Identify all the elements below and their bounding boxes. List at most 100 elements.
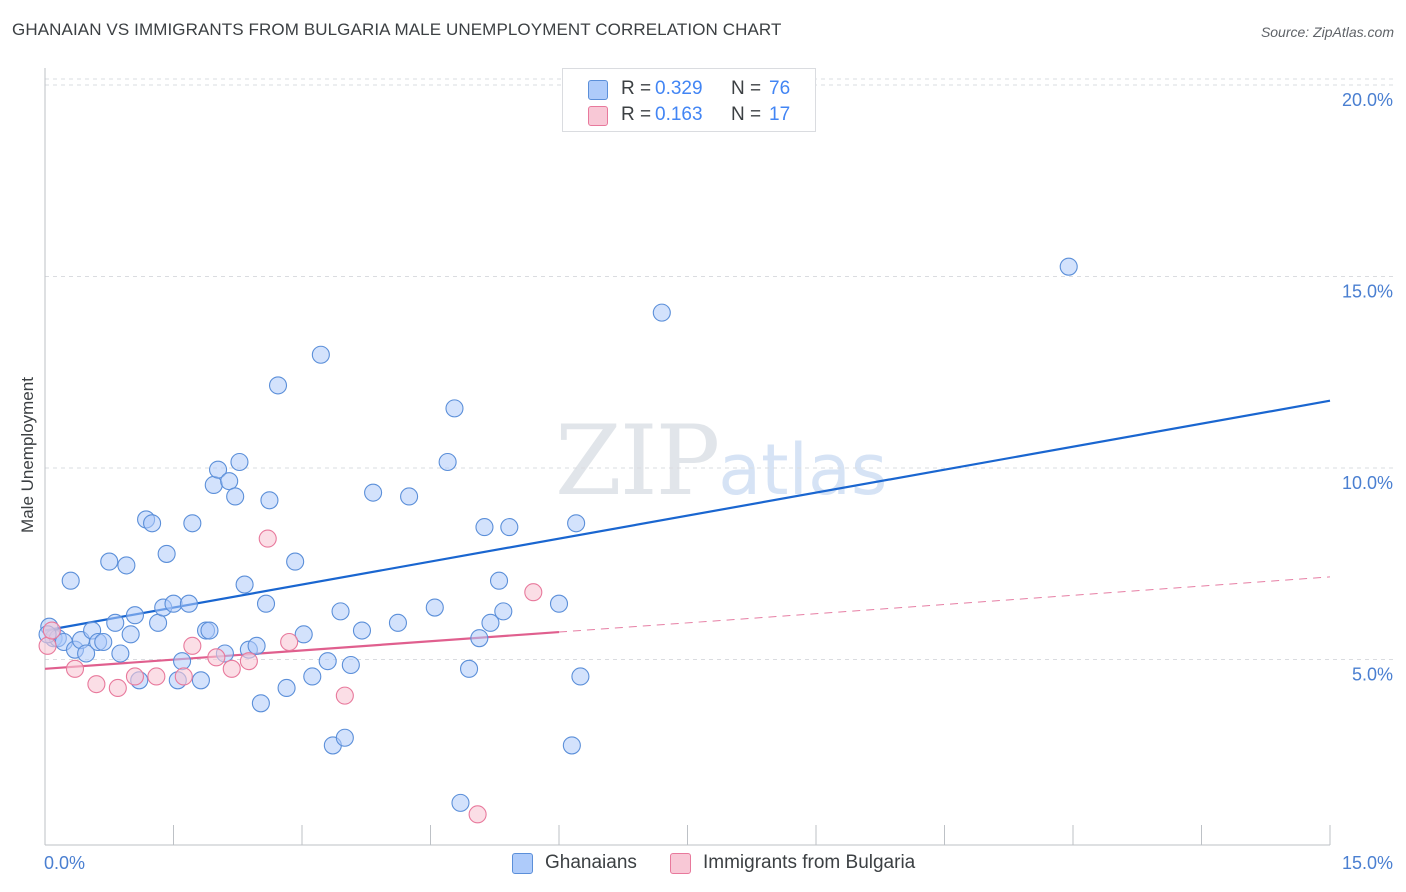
ghanaian-point xyxy=(61,571,80,590)
ghanaian-point xyxy=(143,514,162,533)
tick-labels: 5.0% 10.0% 15.0% 20.0% 0.0% 15.0% xyxy=(44,90,1393,873)
ghanaian-point xyxy=(251,694,270,713)
ghanaian-point xyxy=(260,491,279,510)
ghanaian-point xyxy=(331,602,350,621)
data-points xyxy=(38,257,1078,824)
legend-r-value: 0.163 xyxy=(655,104,703,125)
ghanaian-point xyxy=(1059,257,1078,276)
ghanaian-point xyxy=(286,552,305,571)
ghanaian-point xyxy=(247,636,266,655)
series-label-bulgaria: Immigrants from Bulgaria xyxy=(703,852,916,873)
watermark-zip: ZIP xyxy=(555,405,720,517)
bulgaria-point xyxy=(42,621,61,640)
ghanaian-point xyxy=(335,728,354,747)
bulgaria-point xyxy=(183,636,202,655)
gridlines xyxy=(45,78,1394,660)
trend-lines xyxy=(44,399,1331,670)
x-tick-label: 15.0% xyxy=(1342,853,1393,873)
ghanaian-point xyxy=(173,652,192,671)
ghanaian-point xyxy=(318,652,337,671)
y-tick-label: 15.0% xyxy=(1342,282,1393,302)
ghanaian-point xyxy=(425,598,444,617)
ghanaian-point xyxy=(549,594,569,613)
bulgaria-point xyxy=(468,805,487,824)
ghanaian-point xyxy=(100,552,119,571)
series-label-ghanaians: Ghanaians xyxy=(545,852,637,873)
ghanaian-point xyxy=(277,678,296,698)
y-tick-label: 20.0% xyxy=(1342,90,1393,110)
ghanaian-point xyxy=(571,667,590,686)
ghanaian-point xyxy=(204,475,223,495)
legend-r-value: 0.329 xyxy=(655,78,703,99)
y-axis-label: Male Unemployment xyxy=(18,377,37,533)
ghanaian-point xyxy=(341,655,360,675)
bulgaria-point xyxy=(87,675,106,694)
series-swatch-blue xyxy=(512,852,533,874)
ghanaian-point xyxy=(500,518,519,537)
ghanaian-point xyxy=(451,793,470,812)
legend-n-value: 76 xyxy=(769,78,791,99)
series-legend-bulgaria[interactable]: Immigrants from Bulgaria xyxy=(670,852,915,874)
legend-r-label: R = xyxy=(621,104,652,125)
watermark-atlas: atlas xyxy=(718,429,888,511)
series-legend: Ghanaians Immigrants from Bulgaria xyxy=(0,852,1406,878)
legend-swatch-pink xyxy=(588,106,608,126)
ghanaian-point xyxy=(208,460,228,479)
ghanaian-point xyxy=(230,452,249,472)
ghanaian-point xyxy=(106,613,125,632)
y-tick-label: 5.0% xyxy=(1352,665,1393,685)
ghanaian-point xyxy=(164,594,183,613)
ghanaian-point xyxy=(191,671,210,690)
ghanaian-point xyxy=(652,303,671,322)
source-label: Source: ZipAtlas.com xyxy=(1260,24,1394,40)
bulgaria-point xyxy=(207,648,226,667)
ghanaian-point xyxy=(364,483,383,502)
series-legend-ghanaians[interactable]: Ghanaians xyxy=(512,852,637,874)
ghanaian-point xyxy=(94,632,113,652)
bulgaria-point xyxy=(222,659,241,678)
ghanaian-point xyxy=(268,376,288,395)
bulgaria-point xyxy=(280,632,299,652)
ghanaian-point xyxy=(220,472,239,491)
ghanaian-point xyxy=(489,571,509,590)
bulgaria-point xyxy=(38,636,57,655)
ghanaian-point xyxy=(445,399,464,418)
ghanaian-point xyxy=(438,452,457,472)
ghanaian-point xyxy=(111,644,130,663)
bulgaria-point xyxy=(335,686,354,705)
ghanaian-point xyxy=(77,644,96,663)
legend-n-value: 17 xyxy=(769,104,791,125)
ghanaian-point xyxy=(567,514,586,533)
ghanaian-point xyxy=(400,487,419,506)
ghanaian-point xyxy=(226,487,245,506)
zipatlas-watermark: ZIPatlas xyxy=(555,405,887,517)
bulgaria-point xyxy=(174,667,193,686)
legend-n-label: N = xyxy=(731,104,762,125)
chart-title: GHANAIAN VS IMMIGRANTS FROM BULGARIA MAL… xyxy=(12,20,782,39)
bulgaria-point xyxy=(239,652,258,671)
ghanaian-point xyxy=(311,345,330,364)
ghanaian-point xyxy=(303,667,322,686)
bulgaria-point xyxy=(524,583,543,602)
ghanaian-point xyxy=(470,629,489,648)
bulgaria-point xyxy=(147,667,166,686)
trend-line-bulgaria-projection xyxy=(558,576,1331,633)
ghanaian-point xyxy=(121,625,140,644)
axes xyxy=(44,68,1331,846)
ghanaian-point xyxy=(352,621,372,640)
ghanaian-point xyxy=(459,659,479,678)
ghanaian-point xyxy=(179,594,198,613)
bulgaria-point xyxy=(258,529,277,548)
ghanaian-point xyxy=(494,602,513,621)
ghanaian-point xyxy=(157,544,176,563)
ghanaian-point xyxy=(388,613,407,632)
ghanaian-point xyxy=(117,556,136,575)
bulgaria-point xyxy=(125,667,144,686)
ghanaian-point xyxy=(235,575,254,594)
ghanaian-point xyxy=(183,514,202,533)
bulgaria-point xyxy=(108,678,127,698)
ghanaian-point xyxy=(256,594,276,613)
ghanaian-point xyxy=(294,625,313,644)
legend-r-label: R = xyxy=(621,78,652,99)
